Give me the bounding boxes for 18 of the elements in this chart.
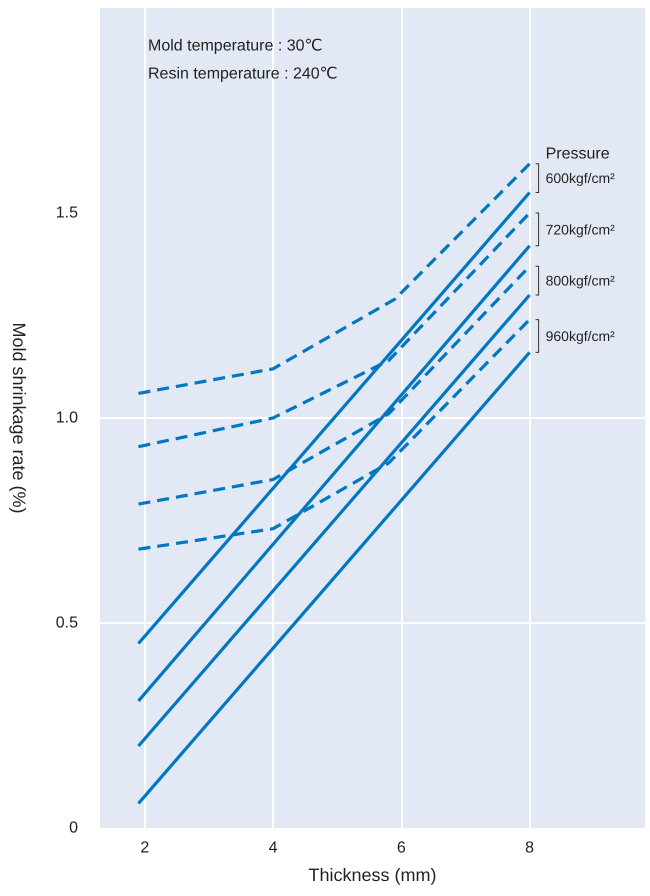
x-tick-label: 6 [396,840,406,856]
x-axis-title: Thickness (mm) [308,865,437,885]
x-tick-label: 4 [268,840,278,856]
line-series [136,162,532,395]
x-tick-label: 8 [525,840,534,856]
y-tick-label: 1.0 [56,410,78,426]
series-label: 800kgf/cm² [546,272,616,289]
series-label: 960kgf/cm² [546,328,616,344]
x-tick-label: 2 [140,840,150,856]
annotation: Resin temperature : 240℃ [148,66,338,82]
y-tick-label: 0 [69,820,78,836]
annotation: Mold temperature : 30℃ [148,38,322,54]
y-tick-label: 0.5 [56,614,78,632]
series-label: 600kgf/cm² [546,170,616,186]
y-tick-label: 1.5 [56,204,78,222]
series-label: 720kgf/cm² [546,221,616,238]
y-axis-title: Mold shrinkage rate (%) [9,322,29,514]
legend-title: Pressure [546,145,610,162]
